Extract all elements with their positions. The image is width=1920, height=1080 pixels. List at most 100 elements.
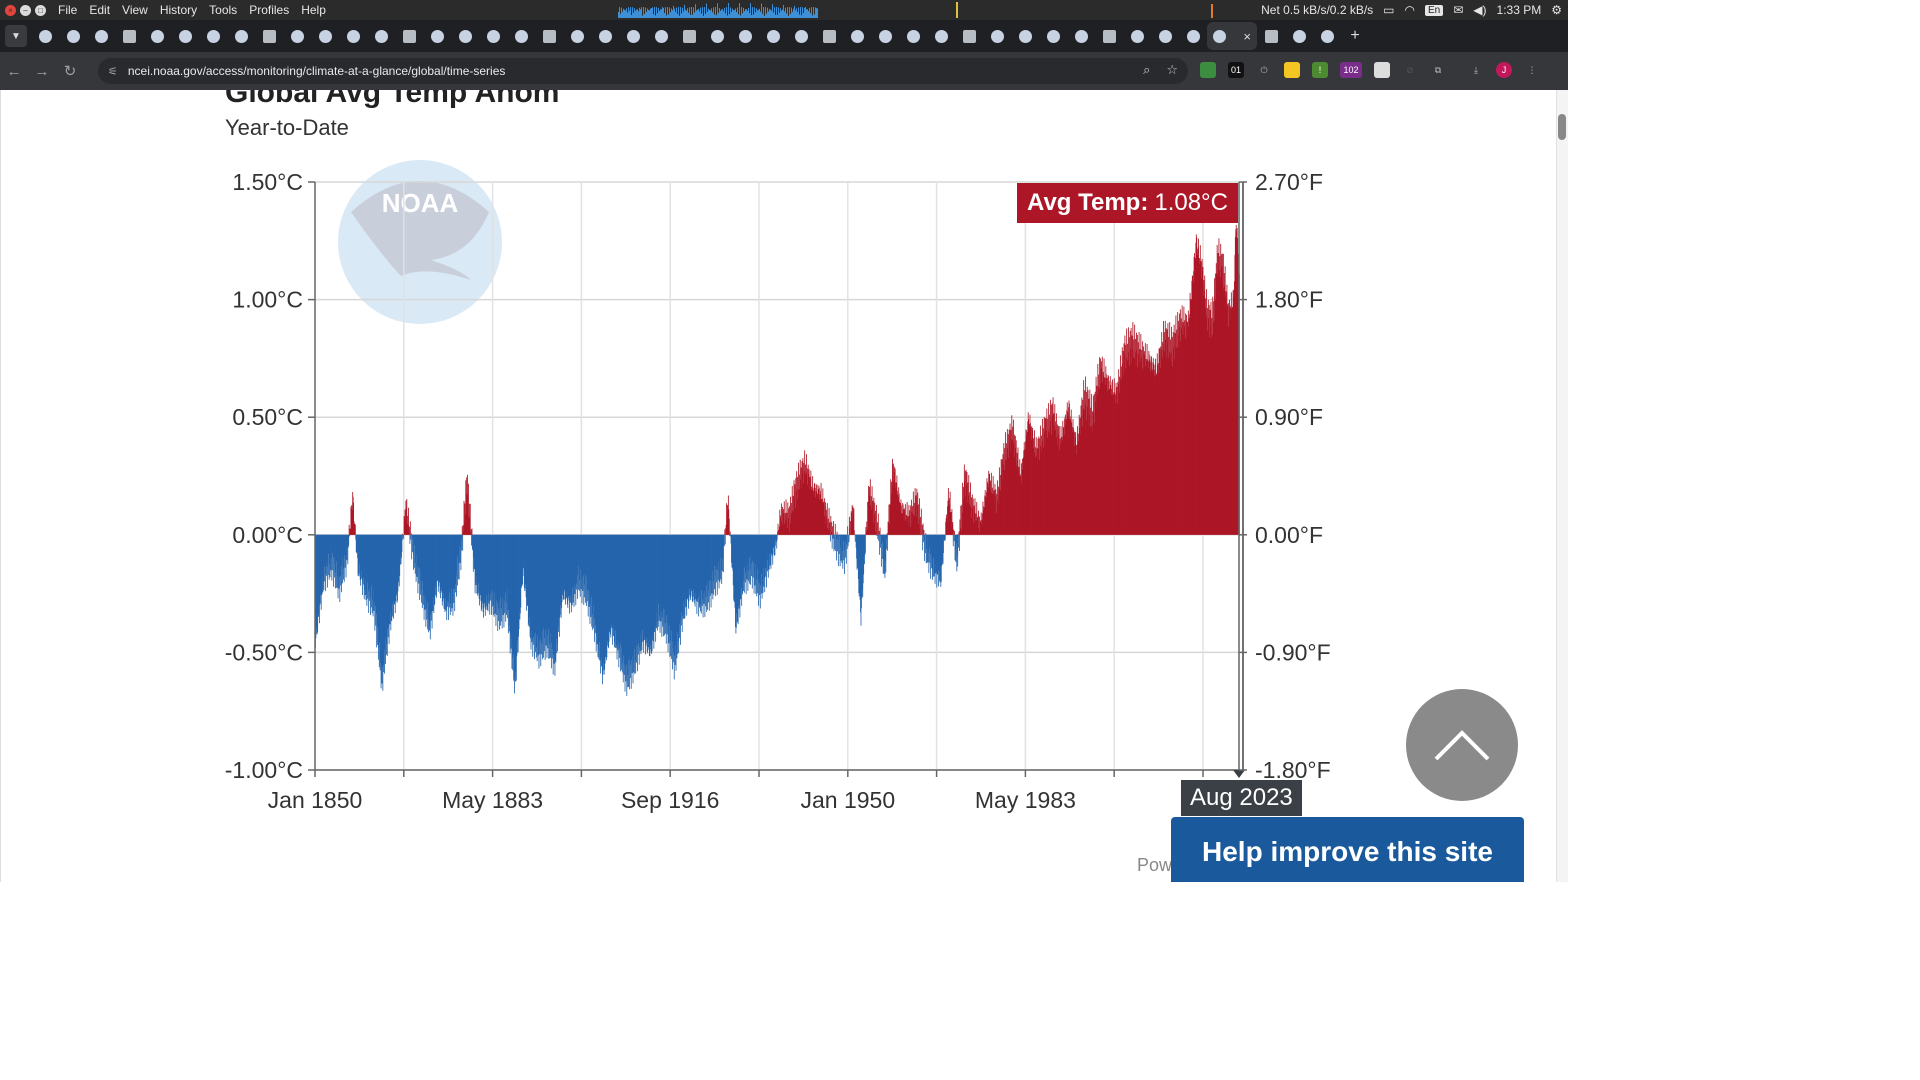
browser-tab-favicon-icon[interactable] (591, 22, 619, 50)
menu-help[interactable]: Help (301, 3, 326, 17)
anomaly-bar (490, 534, 492, 593)
browser-tab-favicon-icon[interactable] (927, 22, 955, 50)
browser-tab-favicon-icon[interactable] (87, 22, 115, 50)
browser-tab-favicon-icon[interactable] (647, 22, 675, 50)
browser-tab-favicon-icon[interactable] (1285, 22, 1313, 50)
tab-search-chevron-icon[interactable]: ▼ (5, 25, 27, 47)
power-icon[interactable]: ⏻ (1260, 64, 1268, 75)
help-improve-site-button[interactable]: Help improve this site (1171, 817, 1524, 882)
extension-badge[interactable]: 102 (1340, 62, 1362, 78)
menu-profiles[interactable]: Profiles (249, 3, 290, 17)
browser-tab-favicon-icon[interactable] (787, 22, 815, 50)
browser-tab-favicon-icon[interactable] (815, 22, 843, 50)
reload-icon[interactable]: ↻ (63, 63, 77, 80)
browser-tab-favicon-icon[interactable] (171, 22, 199, 50)
scrollbar-thumb[interactable] (1558, 114, 1566, 140)
clock[interactable]: 1:33 PM (1496, 3, 1542, 17)
browser-tab-favicon-icon[interactable] (423, 22, 451, 50)
time-series-chart[interactable]: NOAA 1.50°C1.00°C0.50°C0.00°C-0.50°C-1.0… (1, 90, 1557, 882)
volume-icon[interactable]: ◀) (1473, 3, 1487, 17)
anomaly-bar (1045, 418, 1047, 535)
browser-tab-favicon-icon[interactable] (703, 22, 731, 50)
browser-tab-favicon-icon[interactable] (955, 22, 983, 50)
browser-tab-favicon-icon[interactable] (311, 22, 339, 50)
browser-tab-favicon-icon[interactable] (563, 22, 591, 50)
browser-tab-favicon-icon[interactable]: × (1207, 22, 1257, 50)
back-arrow-icon[interactable]: ← (6, 62, 22, 80)
browser-tab-favicon-icon[interactable] (619, 22, 647, 50)
browser-tab-favicon-icon[interactable] (1313, 22, 1341, 50)
menu-tools[interactable]: Tools (209, 3, 238, 17)
anomaly-bar (449, 534, 451, 616)
cpu-graph-mark (703, 15, 704, 18)
extension-counter[interactable]: 01 (1228, 62, 1244, 78)
extension-google-icon[interactable] (1200, 62, 1216, 78)
browser-tab-favicon-icon[interactable] (1123, 22, 1151, 50)
window-minimize-icon[interactable]: – (20, 4, 31, 16)
anomaly-bar (458, 534, 460, 564)
browser-tab-favicon-icon[interactable] (1011, 22, 1039, 50)
close-tab-icon[interactable]: × (1243, 28, 1251, 44)
browser-tab-favicon-icon[interactable] (283, 22, 311, 50)
browser-tab-favicon-icon[interactable] (843, 22, 871, 50)
menu-edit[interactable]: Edit (89, 3, 111, 17)
anomaly-bar (1214, 278, 1215, 535)
anomaly-bar (990, 482, 992, 535)
browser-tab-favicon-icon[interactable] (115, 22, 143, 50)
anomaly-bar (696, 534, 697, 601)
mail-icon[interactable]: ✉ (1453, 3, 1464, 17)
menu-view[interactable]: View (122, 3, 148, 17)
browser-tab-favicon-icon[interactable] (535, 22, 563, 50)
site-info-icon[interactable]: ⚟ (108, 65, 118, 78)
browser-tab-favicon-icon[interactable] (1039, 22, 1067, 50)
download-icon[interactable]: ⤓ (1474, 64, 1478, 75)
page-scrollbar[interactable] (1556, 90, 1568, 882)
url-text[interactable]: ncei.noaa.gov/access/monitoring/climate-… (127, 64, 506, 78)
extension-warning-icon[interactable]: ! (1312, 62, 1328, 78)
window-maximize-icon[interactable]: □ (35, 4, 46, 16)
menu-file[interactable]: File (58, 3, 78, 17)
browser-tab-favicon-icon[interactable] (1151, 22, 1179, 50)
browser-tab-favicon-icon[interactable] (1067, 22, 1095, 50)
browser-tab-favicon-icon[interactable] (59, 22, 87, 50)
zoom-icon[interactable]: ⌕ (1143, 62, 1151, 77)
browser-tab-favicon-icon[interactable] (255, 22, 283, 50)
browser-tab-favicon-icon[interactable] (451, 22, 479, 50)
extension-yellow-icon[interactable] (1284, 62, 1300, 78)
browser-tab-favicon-icon[interactable] (675, 22, 703, 50)
anomaly-bar (406, 523, 408, 535)
window-close-icon[interactable]: × (5, 4, 16, 16)
browser-tab-favicon-icon[interactable] (899, 22, 927, 50)
browser-tab-favicon-icon[interactable] (1179, 22, 1207, 50)
extensions-puzzle-icon[interactable]: ⧉ (1434, 64, 1442, 75)
profile-avatar[interactable]: J (1496, 62, 1512, 78)
browser-tab-favicon-icon[interactable] (395, 22, 423, 50)
address-bar[interactable]: ⚟ ncei.noaa.gov/access/monitoring/climat… (98, 58, 1188, 84)
browser-tab-favicon-icon[interactable] (871, 22, 899, 50)
browser-tab-favicon-icon[interactable] (199, 22, 227, 50)
settings-gear-icon[interactable]: ⚙ (1551, 3, 1562, 17)
browser-tab-favicon-icon[interactable] (227, 22, 255, 50)
browser-tab-favicon-icon[interactable] (31, 22, 59, 50)
extension-disabled-icon[interactable]: ⊘ (1406, 64, 1414, 75)
browser-tab-favicon-icon[interactable] (759, 22, 787, 50)
extension-doc-icon[interactable] (1374, 62, 1390, 78)
new-tab-plus-icon[interactable]: + (1350, 27, 1360, 44)
browser-tab-favicon-icon[interactable] (143, 22, 171, 50)
wifi-icon[interactable]: ◠ (1404, 3, 1415, 17)
browser-tab-favicon-icon[interactable] (507, 22, 535, 50)
bookmark-star-icon[interactable]: ☆ (1166, 62, 1178, 77)
screen-icon[interactable]: ▭ (1383, 3, 1395, 17)
scroll-to-top-button[interactable] (1406, 689, 1518, 801)
browser-menu-icon[interactable]: ⋮ (1527, 64, 1537, 75)
browser-tab-favicon-icon[interactable] (983, 22, 1011, 50)
keyboard-layout-indicator[interactable]: En (1425, 4, 1444, 16)
browser-tab-favicon-icon[interactable] (479, 22, 507, 50)
browser-tab-favicon-icon[interactable] (1257, 22, 1285, 50)
browser-tab-favicon-icon[interactable] (367, 22, 395, 50)
browser-tab-favicon-icon[interactable] (339, 22, 367, 50)
browser-tab-favicon-icon[interactable] (1095, 22, 1123, 50)
browser-tab-favicon-icon[interactable] (731, 22, 759, 50)
forward-arrow-icon[interactable]: → (34, 62, 50, 80)
menu-history[interactable]: History (159, 3, 198, 17)
